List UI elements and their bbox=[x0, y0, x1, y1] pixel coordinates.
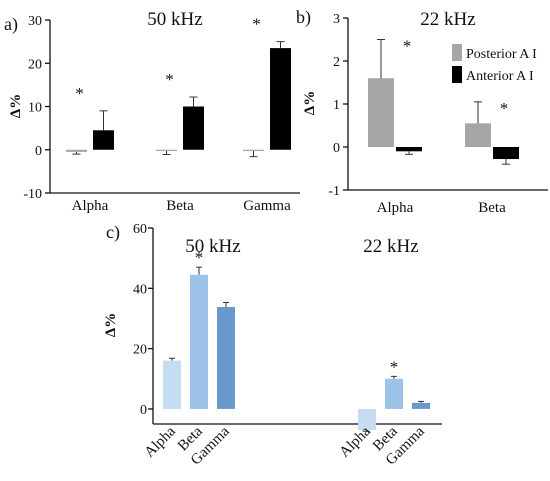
bar-alpha bbox=[358, 408, 376, 431]
bar-posterior bbox=[368, 78, 394, 147]
y-tick-label: 1 bbox=[333, 98, 340, 113]
significance-star: * bbox=[403, 37, 412, 56]
panel-b: -1 0 1 2 3 b) 22 kHz Δ% * Alpha * Beta Posterior A I… bbox=[296, 7, 548, 216]
bar-anterior bbox=[270, 48, 291, 150]
y-tick-label: 40 bbox=[133, 282, 147, 297]
chart-title: 22 kHz bbox=[420, 9, 475, 30]
panel-label: b) bbox=[296, 7, 311, 28]
bar-posterior bbox=[465, 123, 491, 147]
bar-anterior bbox=[396, 147, 422, 152]
panel-a: -10 0 10 20 30 a) 50 kHz Δ% * Alpha * Beta * Gamma bbox=[4, 9, 300, 214]
category-label: Beta bbox=[166, 198, 194, 214]
y-tick-label: -1 bbox=[328, 184, 340, 199]
y-tick-label: 20 bbox=[133, 343, 147, 358]
bar-gamma bbox=[412, 402, 430, 409]
y-tick-label: 60 bbox=[133, 222, 147, 237]
significance-star: * bbox=[75, 84, 84, 103]
category-label: Beta bbox=[478, 200, 506, 216]
y-tick-label: 30 bbox=[28, 14, 42, 29]
legend-swatch bbox=[452, 44, 462, 61]
bar-beta bbox=[385, 378, 403, 409]
bar-alpha bbox=[163, 360, 181, 409]
y-axis-label: Δ% bbox=[302, 91, 318, 115]
bar-anterior bbox=[183, 106, 204, 150]
y-tick-label: 3 bbox=[333, 12, 340, 27]
y-tick-label: -10 bbox=[23, 187, 42, 202]
bar-anterior bbox=[93, 130, 114, 150]
y-tick-label: 0 bbox=[333, 141, 340, 156]
panel-label: a) bbox=[4, 14, 18, 35]
significance-star: * bbox=[500, 99, 509, 118]
significance-star: * bbox=[252, 15, 261, 34]
legend-swatch bbox=[452, 66, 462, 83]
y-axis-label: Δ% bbox=[8, 94, 24, 118]
category-label: Gamma bbox=[243, 198, 291, 214]
y-tick-label: 2 bbox=[333, 55, 340, 70]
legend-label: Anterior A I bbox=[466, 69, 534, 84]
bar-posterior bbox=[66, 149, 87, 152]
bar-posterior bbox=[156, 149, 177, 152]
bar-beta bbox=[190, 274, 208, 409]
bar-gamma bbox=[217, 307, 235, 409]
y-tick-label: 0 bbox=[140, 403, 147, 418]
group-title: 50 kHz bbox=[185, 236, 240, 257]
y-tick-label: 20 bbox=[28, 57, 42, 72]
legend-label: Posterior A I bbox=[466, 47, 537, 62]
category-label: Alpha bbox=[72, 198, 109, 214]
y-axis-label: Δ% bbox=[103, 313, 119, 337]
y-tick-label: 0 bbox=[35, 144, 42, 159]
chart-title: 50 kHz bbox=[147, 9, 202, 30]
significance-star: * bbox=[195, 248, 204, 267]
y-tick-label: 10 bbox=[28, 101, 42, 116]
panel-label: c) bbox=[106, 222, 120, 243]
bar-posterior bbox=[243, 149, 264, 152]
category-label: Alpha bbox=[377, 200, 414, 216]
group-title: 22 kHz bbox=[363, 236, 418, 257]
legend: Posterior A I Anterior A I bbox=[452, 44, 537, 84]
significance-star: * bbox=[165, 70, 174, 89]
significance-star: * bbox=[390, 357, 399, 376]
bar-anterior bbox=[493, 147, 519, 160]
category-label: Alpha bbox=[142, 423, 179, 460]
